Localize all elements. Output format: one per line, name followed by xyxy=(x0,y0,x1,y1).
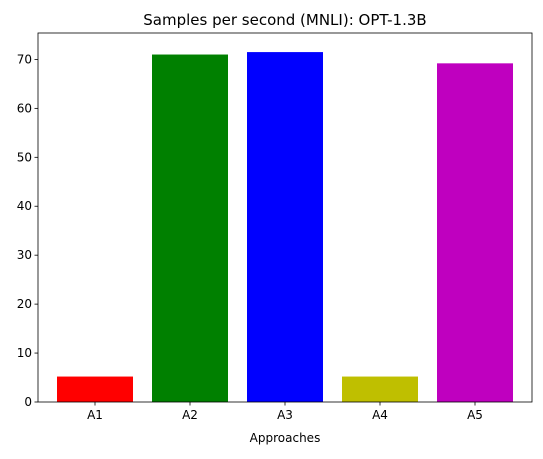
y-tick-label-0: 0 xyxy=(24,395,32,409)
plot-area: A1 A2 A3 A4 A5 0 10 20 30 40 50 60 70 xyxy=(17,33,532,422)
chart-title: Samples per second (MNLI): OPT-1.3B xyxy=(143,11,426,29)
y-tick-label-40: 40 xyxy=(17,199,32,213)
y-tick-label-20: 20 xyxy=(17,297,32,311)
y-tick-label-50: 50 xyxy=(17,150,32,164)
y-tick-label-10: 10 xyxy=(17,346,32,360)
x-tick-label-a5: A5 xyxy=(467,408,483,422)
x-tick-label-a3: A3 xyxy=(277,408,293,422)
bar-a4 xyxy=(342,377,418,402)
y-tick-label-70: 70 xyxy=(17,52,32,66)
bar-a3 xyxy=(247,52,323,402)
x-tick-label-a1: A1 xyxy=(87,408,103,422)
bar-a2 xyxy=(152,55,228,402)
x-tick-label-a4: A4 xyxy=(372,408,388,422)
y-tick-label-30: 30 xyxy=(17,248,32,262)
x-tick-label-a2: A2 xyxy=(182,408,198,422)
bar-a5 xyxy=(437,63,513,402)
y-tick-label-60: 60 xyxy=(17,101,32,115)
bar-a1 xyxy=(57,377,133,402)
x-axis-label: Approaches xyxy=(250,431,321,445)
